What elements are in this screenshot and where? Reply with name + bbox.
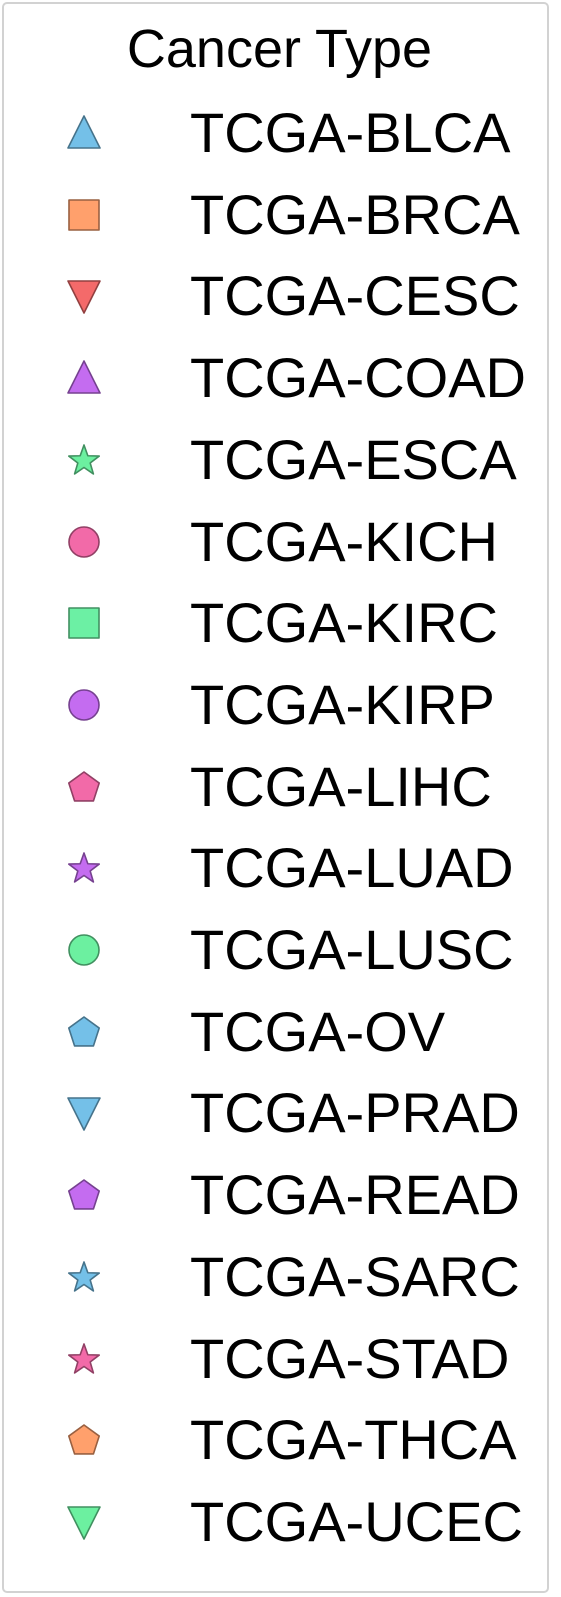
legend-entry: TCGA-UCEC — [4, 1481, 555, 1563]
legend-marker-shape — [67, 443, 101, 475]
legend-entry-label: TCGA-KICH — [190, 509, 498, 573]
legend-entry-label: TCGA-BRCA — [190, 182, 520, 246]
legend-marker-shape — [67, 852, 101, 884]
pentagon-marker-icon — [67, 770, 101, 802]
pentagon-marker-icon — [67, 1179, 101, 1210]
legend-entry: TCGA-KICH — [4, 501, 555, 583]
legend-entry-label: TCGA-ESCA — [190, 427, 517, 491]
legend-entry-label: TCGA-LUAD — [190, 836, 514, 900]
legend-entry: TCGA-CESC — [4, 255, 555, 337]
star-marker-icon — [67, 1342, 101, 1374]
pentagon-marker-icon — [67, 1424, 101, 1455]
square-marker-icon — [68, 198, 100, 231]
legend-marker-shape — [67, 1506, 101, 1540]
legend-entry: TCGA-COAD — [4, 337, 555, 419]
legend-entry-label: TCGA-COAD — [190, 346, 526, 410]
circle-marker-icon — [68, 525, 100, 558]
legend-entry: TCGA-KIRP — [4, 664, 555, 746]
legend-entry: TCGA-LIHC — [4, 746, 555, 828]
legend-entry: TCGA-LUSC — [4, 909, 555, 991]
legend-entry: TCGA-LUAD — [4, 827, 555, 909]
legend-title: Cancer Type — [126, 19, 433, 79]
circle-marker-icon — [68, 934, 100, 966]
legend-marker-shape — [68, 198, 100, 231]
legend-marker-shape — [67, 115, 101, 149]
legend-marker-shape — [67, 1342, 101, 1374]
legend-marker-shape — [67, 360, 101, 394]
legend-entry-label: TCGA-LIHC — [190, 754, 492, 818]
legend-entry: TCGA-ESCA — [4, 419, 555, 501]
legend-entry-label: TCGA-KIRP — [190, 672, 495, 736]
legend-entry-label: TCGA-UCEC — [190, 1489, 523, 1553]
legend-entry-label: TCGA-KIRC — [190, 591, 498, 655]
legend-entry: TCGA-SARC — [4, 1236, 555, 1318]
legend-box: Cancer Type TCGA-BLCA TCGA-BRCA TCGA-CESC T… — [2, 2, 549, 1593]
legend-entry-label: TCGA-READ — [190, 1163, 520, 1227]
legend-entry: TCGA-PRAD — [4, 1072, 555, 1154]
legend-entry: TCGA-READ — [4, 1154, 555, 1236]
legend-marker-shape — [67, 1179, 101, 1210]
legend-marker-shape — [67, 1260, 101, 1292]
star-marker-icon — [67, 852, 101, 884]
legend-entry-label: TCGA-STAD — [190, 1326, 510, 1390]
legend-marker-shape — [68, 607, 100, 639]
circle-marker-icon — [68, 689, 100, 721]
legend-entry-label: TCGA-LUSC — [190, 918, 514, 981]
triangle-down-marker-icon — [67, 1506, 101, 1540]
legend-entry-label: TCGA-SARC — [190, 1244, 520, 1308]
legend-marker-shape — [67, 1097, 101, 1132]
legend-entry: TCGA-STAD — [4, 1318, 555, 1400]
legend-marker-shape — [68, 525, 100, 558]
legend-entry-label: TCGA-PRAD — [190, 1081, 520, 1145]
square-marker-icon — [68, 607, 100, 639]
triangle-down-marker-icon — [67, 1097, 101, 1132]
legend-entry: TCGA-BRCA — [4, 174, 555, 256]
star-marker-icon — [67, 1260, 101, 1292]
legend-marker-shape — [67, 1424, 101, 1455]
legend-marker-shape — [67, 770, 101, 802]
legend-marker-shape — [68, 934, 100, 966]
legend-marker-shape — [67, 280, 101, 315]
legend-entry-label: TCGA-OV — [190, 999, 446, 1063]
legend-marker-shape — [68, 689, 100, 721]
legend-entry: TCGA-THCA — [4, 1399, 555, 1481]
pentagon-marker-icon — [67, 1015, 101, 1047]
legend-entry-label: TCGA-THCA — [190, 1408, 517, 1472]
legend-entry: TCGA-OV — [4, 991, 555, 1073]
legend-entry-label: TCGA-CESC — [190, 264, 520, 328]
legend-marker-shape — [67, 1015, 101, 1047]
triangle-up-marker-icon — [67, 360, 101, 394]
star-marker-icon — [67, 443, 101, 475]
triangle-down-marker-icon — [67, 280, 101, 315]
legend-entry: TCGA-BLCA — [4, 92, 555, 174]
legend-entry-label: TCGA-BLCA — [190, 101, 511, 164]
triangle-up-marker-icon — [67, 115, 101, 149]
legend-entry: TCGA-KIRC — [4, 582, 555, 664]
